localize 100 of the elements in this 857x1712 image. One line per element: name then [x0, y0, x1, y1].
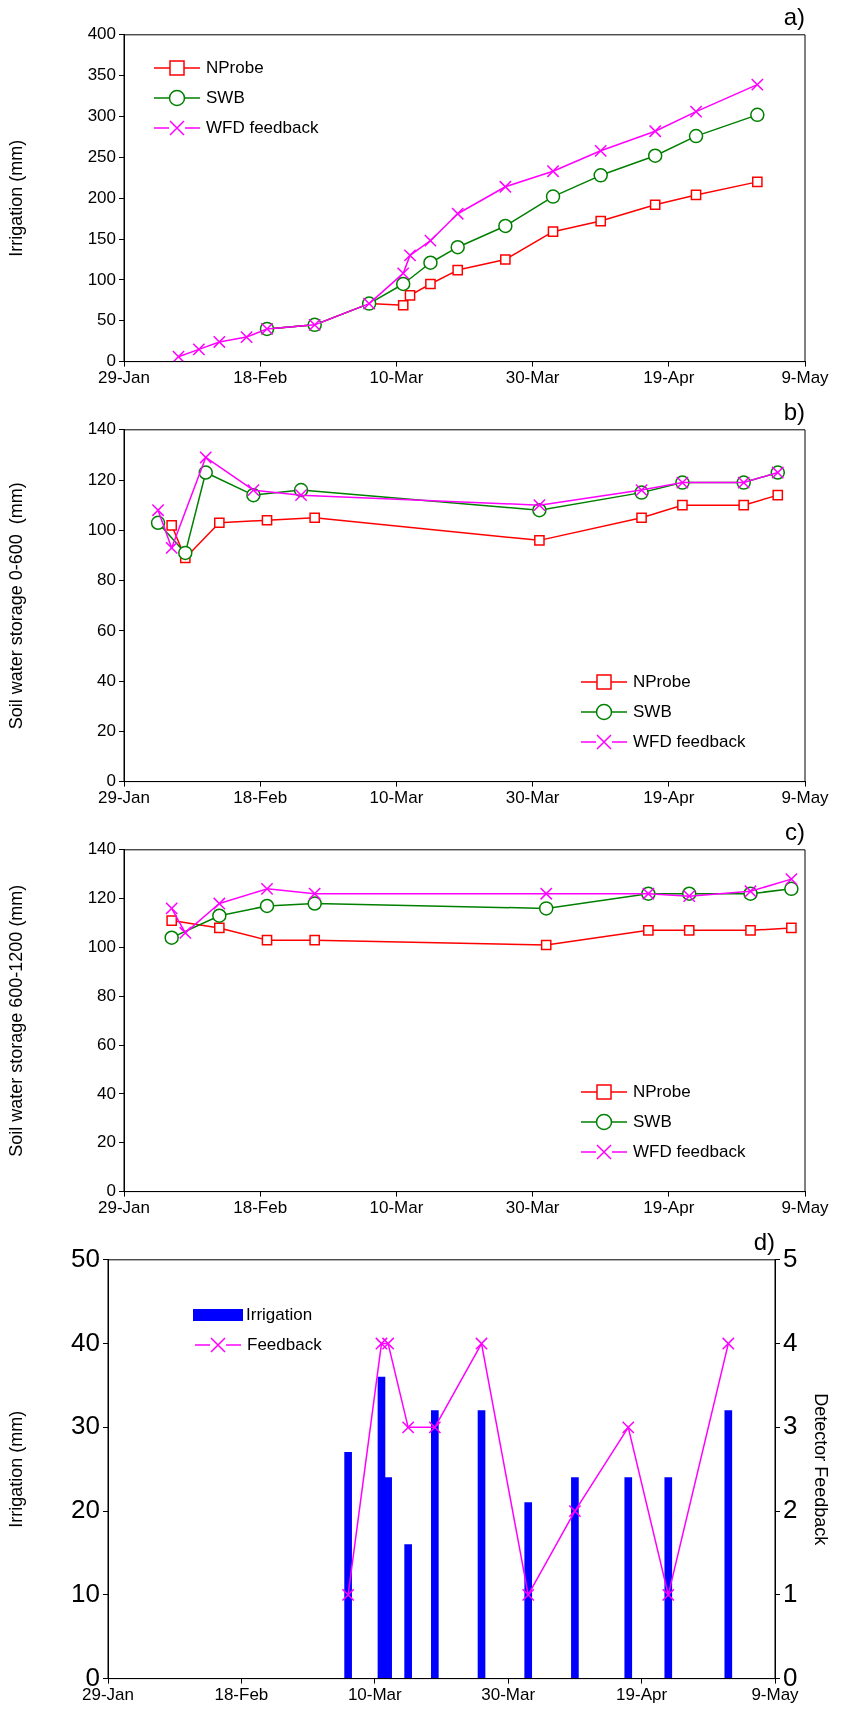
x-tick-label: 18-Feb: [233, 1198, 288, 1218]
y-tick-label: 40: [71, 1326, 100, 1357]
point: [199, 451, 213, 464]
bar: [724, 1410, 733, 1679]
bar: [664, 1477, 673, 1679]
y-tick-label: 20: [97, 721, 116, 741]
point: [521, 1588, 535, 1602]
y-tick-label: 350: [87, 65, 116, 85]
x-tick-label: 19-Apr: [616, 1685, 668, 1705]
legend-label: WFD feedback: [206, 116, 319, 139]
x-tick-label: 30-Mar: [481, 1685, 536, 1705]
y-tick-label: 250: [87, 147, 116, 167]
y-tick-label: 0: [106, 1181, 116, 1201]
point: [375, 1337, 388, 1350]
x-tick-label: 18-Feb: [233, 788, 288, 808]
y-tick-label: 140: [87, 419, 116, 439]
point: [260, 882, 274, 896]
x-tick-label: 10-Mar: [369, 788, 424, 808]
point: [621, 1420, 635, 1434]
x-tick-label: 29-Jan: [98, 368, 150, 388]
x-tick-label: 19-Apr: [643, 1198, 695, 1218]
y-tick-label: 30: [71, 1410, 100, 1441]
point: [750, 78, 764, 92]
point: [750, 107, 765, 123]
legend-label: NProbe: [206, 56, 264, 79]
y-tick-label: 0: [106, 771, 116, 791]
point: [648, 124, 662, 138]
y-tick-label: 120: [87, 469, 116, 489]
x-tick-label: 18-Feb: [233, 368, 288, 388]
y-axis-title: Irrigation (mm): [5, 1410, 26, 1528]
bar: [524, 1502, 533, 1679]
legend-label: Feedback: [247, 1333, 322, 1356]
point: [475, 1337, 488, 1350]
y-tick-label: 100: [87, 520, 116, 539]
point: [178, 545, 193, 561]
point: [772, 489, 784, 501]
legend-label: SWB: [633, 700, 672, 723]
y-tick-label: 10: [71, 1578, 100, 1609]
point: [683, 925, 695, 936]
point: [688, 128, 704, 144]
point: [212, 908, 227, 923]
point: [404, 290, 416, 301]
point: [568, 1504, 582, 1518]
point: [166, 915, 178, 926]
y-tick-label: 400: [87, 24, 116, 44]
x-tick-label: 10-Mar: [369, 1198, 424, 1218]
point: [261, 514, 273, 526]
point: [395, 276, 411, 292]
y-tick-label: 120: [87, 888, 116, 908]
point: [213, 922, 225, 934]
point: [341, 1588, 355, 1602]
legend-label: Irrigation: [246, 1303, 313, 1326]
x-tick-label: 10-Mar: [347, 1685, 403, 1705]
x-tick-label: 9-May: [781, 368, 830, 388]
y2-tick-label: 1: [783, 1578, 798, 1609]
point: [452, 264, 464, 276]
point: [396, 266, 410, 280]
point: [423, 255, 438, 270]
point: [213, 517, 225, 529]
point: [594, 144, 608, 158]
chart-title: b): [783, 398, 805, 426]
bar: [477, 1410, 486, 1679]
y-tick-label: 300: [87, 106, 116, 126]
x-tick-label: 19-Apr: [643, 368, 695, 388]
y2-axis-title: Detector Feedback: [811, 1393, 832, 1547]
x-tick-label: 10-Mar: [369, 368, 424, 388]
point: [403, 248, 417, 262]
y-tick-label: 40: [97, 1083, 116, 1103]
bar: [404, 1544, 412, 1679]
point: [661, 1588, 675, 1602]
point: [593, 168, 608, 183]
y-tick-label: 100: [87, 937, 116, 957]
point: [178, 926, 192, 940]
bar: [624, 1477, 633, 1679]
x-tick-label: 19-Apr: [643, 788, 695, 808]
legend-label: WFD feedback: [633, 730, 746, 753]
point: [428, 1420, 442, 1434]
point: [498, 218, 513, 234]
legend-label: WFD feedback: [633, 1140, 746, 1163]
y2-tick-label: 5: [783, 1242, 798, 1273]
legend-label: SWB: [206, 86, 245, 109]
point: [165, 541, 179, 555]
x-tick-label: 29-Jan: [98, 788, 150, 808]
y-tick-label: 50: [71, 1242, 100, 1273]
point: [677, 499, 688, 511]
y-tick-label: 60: [97, 1034, 116, 1054]
point: [309, 934, 321, 946]
point: [307, 896, 322, 911]
point: [164, 930, 179, 945]
point: [246, 483, 260, 497]
x-tick-label: 9-May: [781, 788, 830, 808]
point: [397, 299, 409, 311]
point: [498, 180, 512, 194]
legend-label: NProbe: [633, 670, 691, 693]
point: [786, 922, 797, 934]
point: [166, 519, 178, 531]
point: [500, 254, 511, 265]
point: [649, 199, 661, 211]
y-tick-label: 0: [106, 351, 116, 371]
point: [784, 881, 799, 897]
